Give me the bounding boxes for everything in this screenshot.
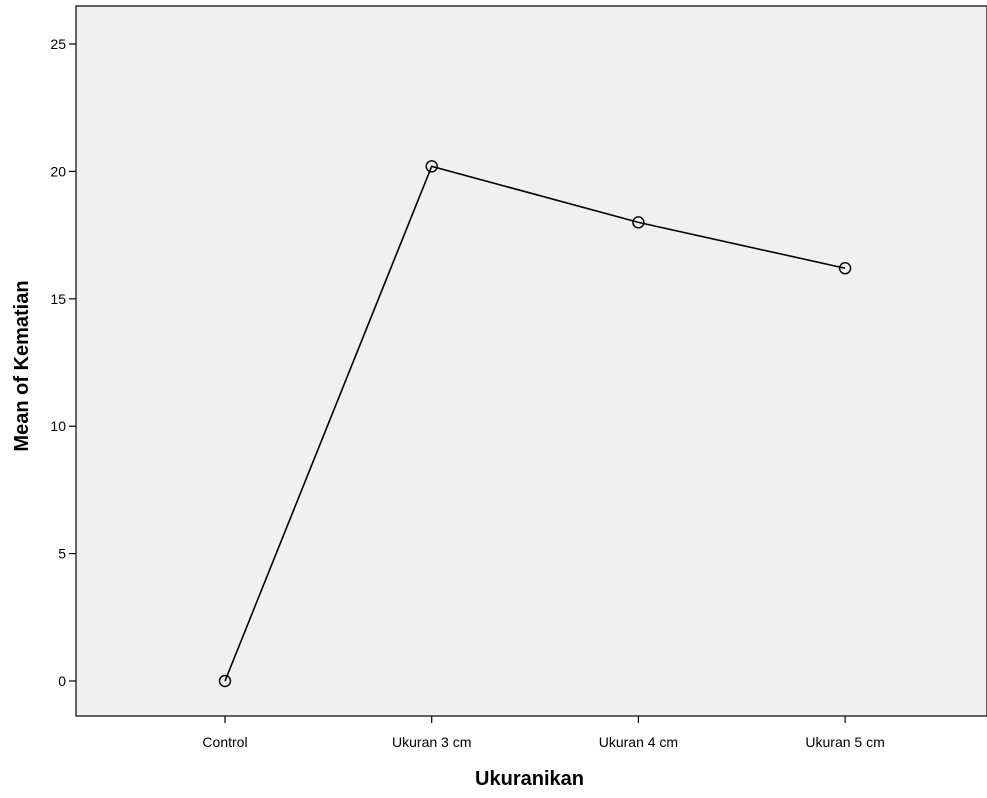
y-axis-title: Mean of Kematian (11, 280, 33, 451)
x-tick-label: Control (202, 734, 247, 750)
x-tick-label: Ukuran 5 cm (805, 734, 884, 750)
data-point (218, 674, 232, 688)
y-tick-label: 0 (58, 673, 66, 689)
y-tick-label: 10 (50, 418, 66, 434)
y-tick-label: 25 (50, 36, 66, 52)
data-point (632, 216, 645, 229)
y-tick-label: 15 (50, 291, 66, 307)
data-point (838, 262, 852, 275)
y-axis: 0 5 10 15 20 25 (50, 36, 76, 689)
data-point (425, 160, 438, 173)
series-layer (218, 160, 852, 688)
x-tick-label: Ukuran 4 cm (599, 734, 678, 750)
x-tick-label: Ukuran 3 cm (392, 734, 471, 750)
x-axis: Control Ukuran 3 cm Ukuran 4 cm Ukuran 5 cm (202, 716, 885, 750)
series-line (224, 165, 846, 682)
y-tick-label: 5 (58, 546, 66, 562)
plot-area (75, 5, 987, 717)
y-tick-label: 20 (50, 163, 66, 179)
x-axis-title: Ukuranikan (475, 768, 584, 790)
